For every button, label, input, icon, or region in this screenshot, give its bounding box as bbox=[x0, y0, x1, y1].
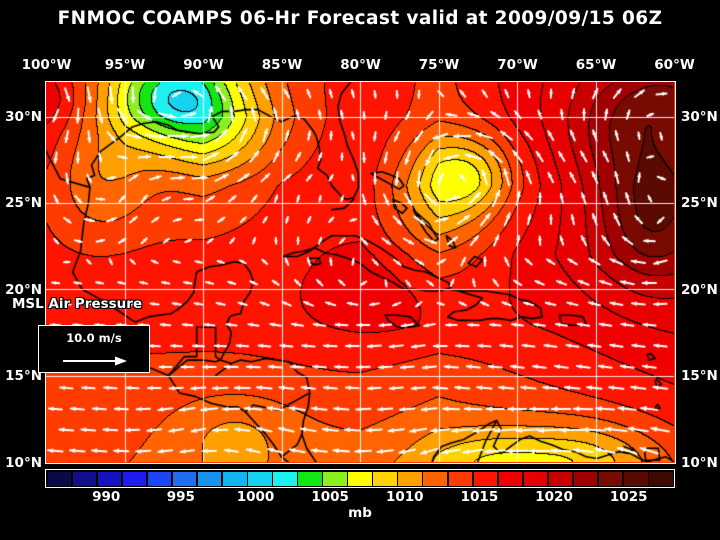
colorbar-segment bbox=[649, 471, 673, 486]
lat-tick-left-20N: 20°N bbox=[5, 281, 42, 298]
lon-tick-65W: 65°W bbox=[575, 57, 617, 73]
colorbar-segment bbox=[248, 471, 272, 486]
wind-scale-value: 10.0 m/s bbox=[66, 331, 122, 345]
wind-scale-legend: 10.0 m/s bbox=[38, 325, 150, 373]
colorbar-segment bbox=[523, 471, 548, 486]
lat-tick-right-10N: 10°N bbox=[681, 454, 718, 471]
colorbar-segment bbox=[598, 471, 623, 486]
colorbar-segment bbox=[172, 471, 197, 486]
wind-arrow-icon bbox=[63, 356, 127, 366]
colorbar-segment bbox=[222, 471, 247, 486]
lat-tick-left-30N: 30°N bbox=[5, 109, 42, 126]
lon-tick-90W: 90°W bbox=[183, 57, 224, 73]
colorbar-segment bbox=[197, 471, 222, 486]
lon-tick-80W: 80°W bbox=[340, 57, 381, 73]
lat-tick-left-15N: 15°N bbox=[5, 368, 42, 385]
colorbar-segment bbox=[548, 471, 573, 486]
lat-tick-right-25N: 25°N bbox=[681, 195, 718, 212]
colorbar-segment bbox=[97, 471, 122, 486]
lon-tick-70W: 70°W bbox=[497, 57, 538, 73]
colorbar-segment bbox=[473, 471, 498, 486]
colorbar-segment bbox=[398, 471, 422, 486]
lon-tick-75W: 75°W bbox=[418, 57, 460, 73]
lat-tick-left-10N: 10°N bbox=[5, 454, 42, 471]
colorbar-segment bbox=[573, 471, 598, 486]
lat-tick-right-20N: 20°N bbox=[681, 281, 718, 298]
colorbar[interactable] bbox=[45, 469, 675, 488]
pressure-field-canvas bbox=[46, 82, 674, 462]
colorbar-tick-1015: 1015 bbox=[460, 489, 499, 505]
map-plot-area[interactable] bbox=[45, 81, 676, 464]
colorbar-units-label: mb bbox=[348, 505, 372, 521]
colorbar-tick-1005: 1005 bbox=[311, 489, 349, 505]
page-title: FNMOC COAMPS 06-Hr Forecast valid at 200… bbox=[57, 8, 663, 29]
lon-tick-60W: 60°W bbox=[654, 57, 695, 73]
lat-tick-right-30N: 30°N bbox=[681, 109, 718, 126]
colorbar-segment bbox=[423, 471, 447, 486]
colorbar-segment bbox=[72, 471, 97, 486]
colorbar-segment bbox=[47, 471, 72, 486]
colorbar-tick-1020: 1020 bbox=[535, 489, 573, 505]
colorbar-segment bbox=[273, 471, 297, 486]
colorbar-segment bbox=[147, 471, 172, 486]
colorbar-segment bbox=[448, 471, 473, 486]
colorbar-segment bbox=[373, 471, 397, 486]
colorbar-tick-1025: 1025 bbox=[609, 489, 648, 505]
lon-tick-95W: 95°W bbox=[104, 57, 146, 73]
colorbar-tick-1000: 1000 bbox=[236, 489, 275, 505]
colorbar-segment bbox=[348, 471, 372, 486]
colorbar-segment bbox=[323, 471, 347, 486]
lon-tick-100W: 100°W bbox=[21, 57, 72, 73]
lon-tick-85W: 85°W bbox=[261, 57, 303, 73]
colorbar-segment bbox=[623, 471, 648, 486]
colorbar-tick-995: 995 bbox=[166, 489, 195, 505]
field-label: MSL Air Pressure bbox=[12, 296, 143, 312]
colorbar-tick-990: 990 bbox=[92, 489, 121, 505]
lat-tick-right-15N: 15°N bbox=[681, 368, 718, 385]
colorbar-segment bbox=[122, 471, 147, 486]
lat-tick-left-25N: 25°N bbox=[5, 195, 42, 212]
colorbar-tick-1010: 1010 bbox=[385, 489, 424, 505]
colorbar-segment bbox=[498, 471, 523, 486]
colorbar-segment bbox=[298, 471, 322, 486]
